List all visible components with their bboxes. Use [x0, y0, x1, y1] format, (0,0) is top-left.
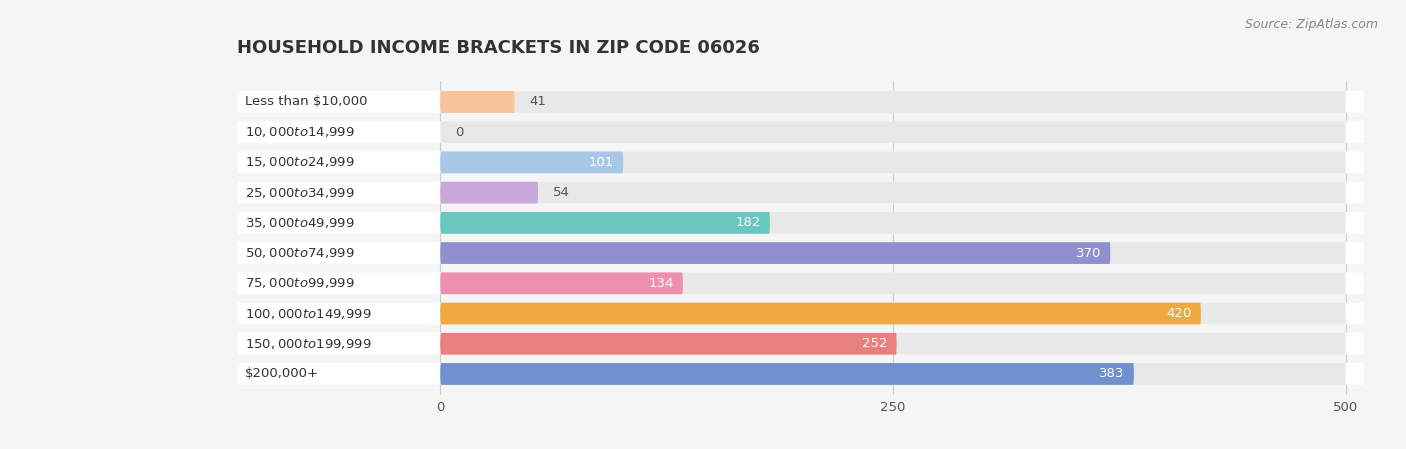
FancyBboxPatch shape: [440, 273, 683, 294]
Text: $25,000 to $34,999: $25,000 to $34,999: [245, 185, 354, 200]
Text: $35,000 to $49,999: $35,000 to $49,999: [245, 216, 354, 230]
FancyBboxPatch shape: [440, 363, 1346, 385]
FancyBboxPatch shape: [238, 152, 1364, 173]
FancyBboxPatch shape: [440, 212, 1346, 234]
Text: Less than $10,000: Less than $10,000: [245, 96, 367, 109]
FancyBboxPatch shape: [440, 91, 515, 113]
FancyBboxPatch shape: [440, 242, 1111, 264]
FancyBboxPatch shape: [440, 242, 1346, 264]
Text: 370: 370: [1076, 247, 1101, 260]
Text: $10,000 to $14,999: $10,000 to $14,999: [245, 125, 354, 139]
Text: $100,000 to $149,999: $100,000 to $149,999: [245, 307, 371, 321]
FancyBboxPatch shape: [440, 333, 1346, 355]
FancyBboxPatch shape: [440, 152, 1346, 173]
FancyBboxPatch shape: [440, 303, 1346, 324]
Text: $50,000 to $74,999: $50,000 to $74,999: [245, 246, 354, 260]
FancyBboxPatch shape: [440, 121, 1346, 143]
Text: 252: 252: [862, 337, 887, 350]
FancyBboxPatch shape: [440, 182, 538, 203]
Text: HOUSEHOLD INCOME BRACKETS IN ZIP CODE 06026: HOUSEHOLD INCOME BRACKETS IN ZIP CODE 06…: [238, 39, 761, 57]
FancyBboxPatch shape: [238, 273, 1364, 294]
FancyBboxPatch shape: [238, 121, 1364, 143]
Text: 420: 420: [1167, 307, 1192, 320]
Text: Source: ZipAtlas.com: Source: ZipAtlas.com: [1244, 18, 1378, 31]
FancyBboxPatch shape: [440, 91, 1346, 113]
FancyBboxPatch shape: [238, 91, 1364, 113]
FancyBboxPatch shape: [440, 363, 1133, 385]
Text: 383: 383: [1099, 367, 1125, 380]
Text: 134: 134: [648, 277, 673, 290]
Text: 54: 54: [553, 186, 569, 199]
Text: 0: 0: [454, 126, 463, 139]
Text: 41: 41: [529, 96, 546, 109]
FancyBboxPatch shape: [440, 273, 1346, 294]
Text: 101: 101: [589, 156, 614, 169]
Text: 182: 182: [735, 216, 761, 229]
FancyBboxPatch shape: [440, 152, 623, 173]
Text: $75,000 to $99,999: $75,000 to $99,999: [245, 276, 354, 291]
FancyBboxPatch shape: [238, 333, 1364, 355]
FancyBboxPatch shape: [238, 242, 1364, 264]
FancyBboxPatch shape: [440, 303, 1201, 324]
FancyBboxPatch shape: [440, 212, 770, 234]
FancyBboxPatch shape: [238, 363, 1364, 385]
FancyBboxPatch shape: [238, 212, 1364, 234]
FancyBboxPatch shape: [238, 182, 1364, 203]
Text: $200,000+: $200,000+: [245, 367, 319, 380]
Text: $15,000 to $24,999: $15,000 to $24,999: [245, 155, 354, 169]
FancyBboxPatch shape: [238, 303, 1364, 324]
FancyBboxPatch shape: [440, 182, 1346, 203]
Text: $150,000 to $199,999: $150,000 to $199,999: [245, 337, 371, 351]
FancyBboxPatch shape: [440, 333, 897, 355]
